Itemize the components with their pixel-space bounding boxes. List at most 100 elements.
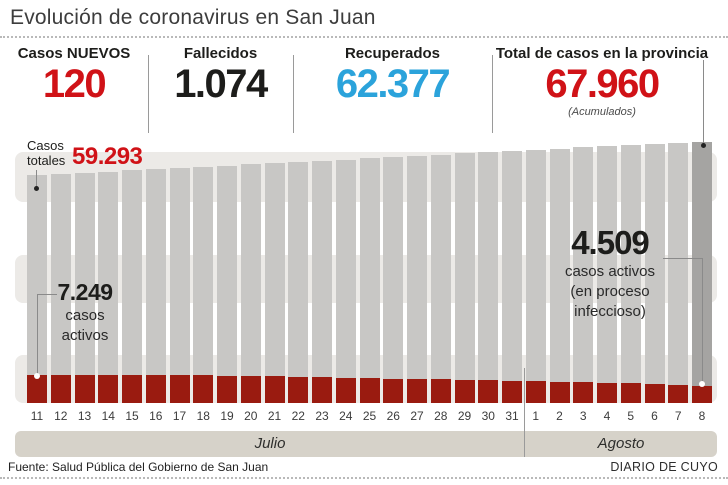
stat-fallecidos: Fallecidos 1.074	[148, 45, 293, 105]
stat-label: Total de casos en la provincia	[495, 45, 709, 62]
stat-value: 67.960	[545, 62, 660, 106]
annotation-line: activos	[61, 327, 109, 345]
leader-dot-last-bar	[701, 143, 706, 148]
bar-active-12	[50, 374, 71, 403]
month-label-julio: Julio	[254, 435, 286, 452]
source-credit: Fuente: Salud Pública del Gobierno de Sa…	[8, 460, 269, 474]
bar-active-24	[335, 377, 356, 403]
annotation-value: 4.509	[571, 224, 650, 261]
stat-casos-nuevos: Casos NUEVOS 120	[0, 45, 148, 105]
bar-total-18	[193, 166, 214, 403]
annotation-active-start: 7.249 casos activos	[35, 279, 135, 347]
leader-line-active-end-h	[663, 258, 702, 259]
bar-total-26	[383, 157, 404, 403]
bar-active-6	[644, 383, 665, 403]
bar-total-21	[264, 163, 285, 403]
x-tick-14: 14	[101, 409, 115, 423]
x-tick-2: 2	[556, 409, 563, 423]
x-tick-31: 31	[505, 409, 519, 423]
annotation-totales-value: 59.293	[72, 143, 143, 170]
bar-total-3	[573, 147, 594, 403]
bar-active-25	[359, 378, 380, 403]
bar-total-15	[122, 170, 142, 403]
bar-total-4	[597, 146, 617, 403]
x-tick-16: 16	[149, 409, 163, 423]
bar-active-2	[549, 381, 570, 403]
bar-total-24	[335, 159, 356, 403]
leader-dot-first-bar	[34, 186, 39, 191]
x-tick-5: 5	[627, 409, 635, 423]
bar-total-28	[430, 154, 451, 403]
annotation-line: Casos	[27, 138, 64, 153]
bar-active-19	[217, 375, 237, 403]
leader-line-active-end-v	[702, 258, 703, 381]
bar-total-2	[549, 148, 570, 403]
bar-total-22	[288, 161, 309, 403]
stat-value: 120	[42, 62, 107, 106]
leader-line-active-start-h	[38, 294, 57, 295]
bar-total-14	[98, 171, 119, 403]
bar-active-11	[27, 375, 47, 403]
bar-active-22	[288, 376, 309, 403]
bar-active-14	[98, 374, 119, 403]
leader-dot-active-start	[34, 373, 40, 379]
bar-active-27	[407, 379, 427, 403]
x-tick-25: 25	[362, 409, 377, 423]
bar-total-12	[50, 174, 71, 403]
bar-active-28	[430, 379, 451, 403]
x-tick-19: 19	[220, 409, 234, 423]
bar-active-29	[454, 379, 475, 403]
bar-total-31	[502, 151, 522, 403]
bar-total-7	[668, 142, 689, 403]
page-title: Evolución de coronavirus en San Juan	[10, 6, 376, 29]
bar-total-13	[74, 172, 95, 403]
annotation-value: 7.249	[57, 279, 113, 305]
x-tick-22: 22	[291, 409, 305, 423]
annotation-casos-totales: Casos totales	[27, 138, 65, 169]
annotation-line: infeccioso)	[574, 302, 646, 320]
bar-active-17	[169, 374, 190, 403]
x-tick-8: 8	[698, 409, 706, 423]
annotation-active-end: 4.509 casos activos (en proceso infeccio…	[540, 224, 680, 321]
stat-label: Fallecidos	[183, 45, 258, 62]
annotation-line: totales	[27, 153, 66, 169]
x-tick-1: 1	[532, 409, 540, 423]
bar-total-20	[240, 164, 261, 403]
bar-active-4	[597, 382, 617, 403]
month-label-agosto: Agosto	[597, 435, 645, 452]
x-tick-13: 13	[77, 409, 92, 423]
bar-total-29	[454, 153, 475, 403]
annotation-line: (en proceso	[570, 282, 650, 300]
annotation-line: casos activos	[564, 263, 656, 280]
x-tick-24: 24	[339, 409, 353, 423]
x-tick-15: 15	[125, 409, 139, 423]
x-tick-26: 26	[386, 409, 400, 423]
x-tick-7: 7	[674, 409, 682, 423]
stat-value: 1.074	[174, 62, 268, 106]
bar-total-23	[312, 160, 332, 403]
bar-total-25	[359, 158, 380, 403]
publisher-credit: DIARIO DE CUYO	[610, 460, 718, 474]
bar-active-16	[145, 374, 166, 403]
x-tick-6: 6	[651, 409, 658, 423]
bar-total-27	[407, 155, 427, 403]
x-tick-29: 29	[457, 409, 472, 423]
stat-label: Casos NUEVOS	[17, 45, 131, 62]
bar-active-31	[502, 380, 522, 403]
bar-active-20	[240, 375, 261, 403]
stat-recuperados: Recuperados 62.377	[293, 45, 492, 105]
x-tick-30: 30	[481, 409, 495, 423]
stats-divider	[293, 55, 294, 133]
bar-total-1	[525, 149, 546, 403]
bar-active-8	[692, 385, 712, 403]
bar-total-30	[478, 152, 499, 403]
bar-active-5	[620, 383, 641, 403]
stats-divider	[492, 55, 493, 133]
bar-active-13	[74, 374, 95, 403]
bar-active-7	[668, 384, 689, 403]
bar-total-19	[217, 165, 237, 403]
leader-line-active-start-v	[37, 294, 38, 376]
x-tick-27: 27	[410, 409, 424, 423]
x-tick-11: 11	[30, 409, 44, 423]
